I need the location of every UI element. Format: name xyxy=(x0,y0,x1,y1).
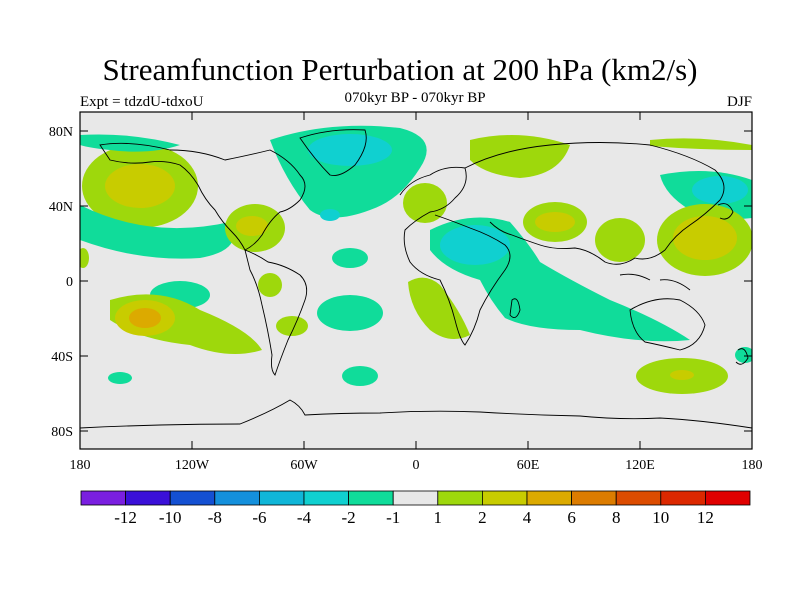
contour-southern-ocean-core xyxy=(670,370,694,380)
colorbar-label: -6 xyxy=(252,508,266,527)
contour-atlantic-core xyxy=(320,209,340,221)
y-tick-label-80s: 80S xyxy=(51,425,73,440)
x-tick-label-0: 0 xyxy=(413,458,420,473)
colorbar-label: 6 xyxy=(567,508,576,527)
coast-australia xyxy=(629,298,706,351)
coast-north-america xyxy=(99,142,306,251)
contour-arctic-neg xyxy=(80,134,180,152)
contour-s-pacific-core xyxy=(129,308,161,328)
colorbar-swatch xyxy=(125,490,171,506)
contour-europe-pos xyxy=(403,183,447,223)
colorbar-label: -10 xyxy=(159,508,182,527)
x-tick-label-120w: 120W xyxy=(175,458,210,473)
y-tick-label-40n: 40N xyxy=(49,200,73,215)
contour-w-pacific-core xyxy=(673,216,737,260)
contour-n-pacific-pos-core xyxy=(105,164,175,208)
x-tick-label-60w: 60W xyxy=(290,458,318,473)
y-tick-marks xyxy=(80,130,752,432)
x-tick-label-180e: 180 xyxy=(742,458,763,473)
colorbar-swatch xyxy=(705,490,751,506)
coast-madagascar xyxy=(509,298,521,319)
colorbar-swatch xyxy=(80,490,126,506)
colorbar-label: -4 xyxy=(297,508,312,527)
coast-asia xyxy=(464,142,725,265)
coast-new-zealand xyxy=(735,348,749,365)
colorbar-swatch xyxy=(481,490,528,506)
coastlines xyxy=(80,129,752,429)
colorbar: -12 -10 -8 -6 -4 -2 -1 1 2 4 6 8 10 12 xyxy=(80,490,751,527)
y-tick-label-80n: 80N xyxy=(49,125,73,140)
colorbar-swatch xyxy=(169,490,216,506)
coast-africa-europe xyxy=(399,166,511,346)
coast-indonesia xyxy=(619,273,691,291)
x-tick-label-180w: 180 xyxy=(70,458,91,473)
contour-middle-east-core xyxy=(440,225,510,265)
x-tick-marks xyxy=(79,112,753,449)
contour-southern-neg-2 xyxy=(342,366,378,386)
colorbar-label: 4 xyxy=(523,508,532,527)
colorbar-swatch xyxy=(303,490,349,506)
colorbar-swatch xyxy=(348,490,394,506)
contour-pacific-pos-small xyxy=(258,273,282,297)
colorbar-swatch xyxy=(615,490,662,506)
contour-s-africa-pos xyxy=(408,277,470,339)
colorbar-swatch xyxy=(437,490,483,506)
season-label: DJF xyxy=(726,94,752,110)
coast-greenland xyxy=(299,129,367,176)
colorbar-label: 10 xyxy=(652,508,669,527)
colorbar-label: 2 xyxy=(478,508,487,527)
contour-nw-pacific-core xyxy=(692,176,748,204)
experiment-label: Expt = tdzdU-tdxoU xyxy=(80,94,204,110)
colorbar-label: -8 xyxy=(208,508,222,527)
y-tick-label-40s: 40S xyxy=(51,350,73,365)
x-tick-label-120e: 120E xyxy=(625,458,655,473)
contour-s-america-pos xyxy=(276,316,308,336)
colorbar-label: -1 xyxy=(386,508,400,527)
colorbar-swatch xyxy=(258,490,305,506)
contour-ne-pacific-neg xyxy=(80,205,234,259)
contour-s-atlantic-neg xyxy=(317,295,383,331)
colorbar-label: -12 xyxy=(114,508,137,527)
contour-edge-pos xyxy=(80,248,89,268)
colorbar-swatch xyxy=(392,490,439,506)
colorbar-swatch xyxy=(660,490,706,506)
field-contours xyxy=(80,125,752,394)
contour-c-asia-core xyxy=(535,212,575,232)
colorbar-swatch xyxy=(571,490,617,506)
y-tick-labels: 80N 40N 0 40S 80S xyxy=(49,125,73,440)
contour-greenland-core xyxy=(308,134,392,166)
contour-india-pos xyxy=(595,218,645,262)
colorbar-label: 8 xyxy=(612,508,621,527)
colorbar-swatch xyxy=(526,490,572,506)
colorbar-label: 12 xyxy=(697,508,714,527)
colorbar-label: -2 xyxy=(342,508,356,527)
coast-south-america xyxy=(244,249,308,376)
colorbar-label: 1 xyxy=(434,508,443,527)
x-tick-label-60e: 60E xyxy=(517,458,540,473)
contour-n-america-core xyxy=(236,216,268,236)
x-tick-labels: 180 120W 60W 0 60E 120E 180 xyxy=(70,458,763,473)
y-tick-label-0: 0 xyxy=(66,275,73,290)
map-subtitle: 070kyr BP - 070kyr BP xyxy=(344,90,486,106)
coast-japan xyxy=(717,203,734,220)
map-title: Streamfunction Perturbation at 200 hPa (… xyxy=(102,52,698,87)
contour-pacific-neg-1 xyxy=(332,248,368,268)
contour-far-east-pos xyxy=(650,138,752,150)
coast-antarctica xyxy=(80,399,752,429)
colorbar-swatch xyxy=(214,490,260,506)
contour-southern-neg-1 xyxy=(108,372,132,384)
